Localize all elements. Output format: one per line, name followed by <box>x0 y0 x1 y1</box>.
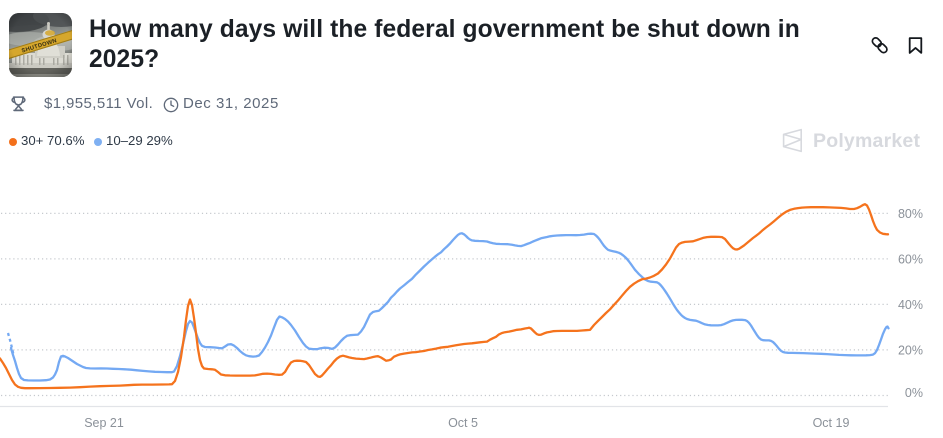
svg-text:0%: 0% <box>905 386 923 400</box>
svg-text:80%: 80% <box>898 207 923 221</box>
svg-text:Sep 21: Sep 21 <box>84 416 124 430</box>
svg-text:Oct 5: Oct 5 <box>448 416 478 430</box>
svg-text:60%: 60% <box>898 252 923 266</box>
svg-text:20%: 20% <box>898 343 923 357</box>
svg-text:Oct 19: Oct 19 <box>813 416 850 430</box>
svg-text:40%: 40% <box>898 298 923 312</box>
